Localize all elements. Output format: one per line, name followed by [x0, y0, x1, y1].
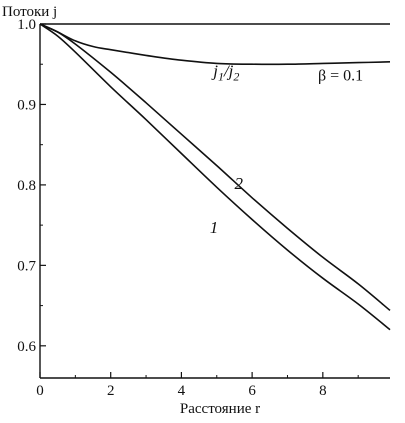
y-tick-label-1.0: 1.0 [17, 17, 36, 33]
series-line-3 [39, 23, 391, 331]
x-tick-label-6: 6 [248, 383, 256, 399]
x-tick-label-0: 0 [36, 383, 44, 399]
beta-annotation: β = 0.1 [318, 67, 363, 84]
curve-label-2: 1 [210, 218, 219, 237]
y-tick-label-0.7: 0.7 [17, 258, 36, 274]
chart-curves [39, 23, 391, 331]
curve-label-1: 2 [234, 174, 243, 193]
x-axis-title: Расстояние r [180, 401, 260, 417]
y-tick-label-0.9: 0.9 [17, 97, 36, 113]
y-axis-title: Потоки j [2, 4, 57, 20]
curve-label-0: j1/j2 [211, 61, 239, 83]
series-line-1 [39, 23, 391, 66]
y-tick-label-0.6: 0.6 [17, 339, 36, 355]
x-tick-label-2: 2 [107, 383, 115, 399]
y-tick-label-0.8: 0.8 [17, 178, 36, 194]
x-tick-label-8: 8 [319, 383, 327, 399]
x-tick-label-4: 4 [178, 383, 186, 399]
series-line-2 [39, 23, 391, 312]
chart-labels: 0 2 4 6 8 1.0 0.9 0.8 0.7 0.6 Потоки j Расстояние r… [2, 4, 363, 417]
